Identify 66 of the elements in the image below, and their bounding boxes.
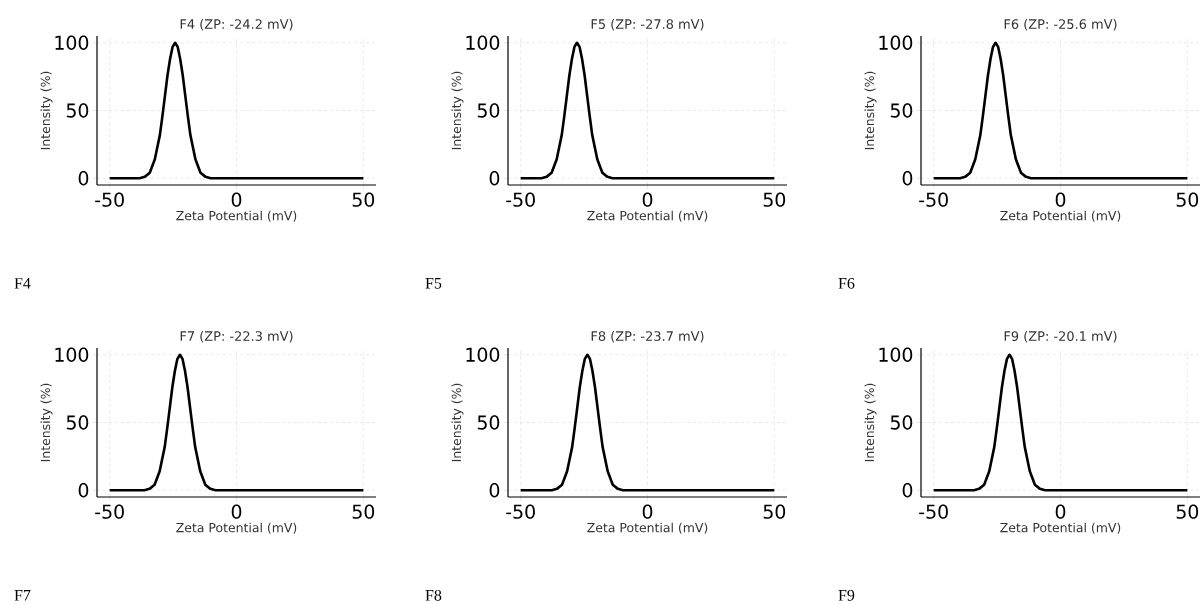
x-tick-label: 0 [231,504,242,519]
y-tick-label: 50 [890,103,913,118]
line-series [519,41,776,180]
x-tick-label: -50 [919,504,948,519]
y-axis-title: Intensity (%) [451,71,464,150]
x-tick-label: 0 [642,192,653,207]
y-tick-label: 100 [55,347,89,362]
y-tick-label: 0 [902,171,913,186]
y-tick-label: 100 [879,35,913,50]
y-tick-label: 50 [477,415,500,430]
y-tick-label: 100 [55,35,89,50]
x-tick-label: -50 [95,504,124,519]
x-tick-label: -50 [506,504,535,519]
y-tick-label: 50 [890,415,913,430]
chart-title: F9 (ZP: -20.1 mV) [1004,330,1117,343]
chart-title: F8 (ZP: -23.7 mV) [591,330,704,343]
x-tick-label: 50 [763,504,786,519]
text: F5 [425,278,442,289]
y-tick-label: 100 [466,35,500,50]
x-tick-label: 0 [642,504,653,519]
x-tick-label: 50 [1176,192,1199,207]
x-axis-title: Zeta Potential (mV) [176,522,297,534]
y-tick-label: 50 [477,103,500,118]
y-axis-title: Intensity (%) [864,71,877,150]
line-series [519,353,776,492]
chart-title: F4 (ZP: -24.2 mV) [180,18,293,31]
y-axis-title: Intensity (%) [864,383,877,462]
x-tick-label: -50 [95,192,124,207]
x-tick-label: -50 [919,192,948,207]
y-axis-title: Intensity (%) [451,383,464,462]
line-series [108,41,365,180]
x-axis-title: Zeta Potential (mV) [1000,210,1121,222]
x-axis-title: Zeta Potential (mV) [587,210,708,222]
y-tick-label: 0 [489,171,500,186]
text: F9 [838,589,855,601]
line-series [932,353,1189,492]
x-tick-label: 0 [1055,504,1066,519]
y-tick-label: 50 [66,103,89,118]
line-series [108,353,365,492]
text: F8 [425,589,442,601]
y-axis-title: Intensity (%) [40,71,53,150]
text: F4 [14,278,31,289]
x-tick-label: 50 [352,504,375,519]
text: F7 [14,590,31,601]
x-axis-title: Zeta Potential (mV) [1000,522,1121,534]
chart-title: F7 (ZP: -22.3 mV) [180,330,293,343]
y-axis-title: Intensity (%) [40,383,53,462]
x-tick-label: 50 [352,192,375,207]
x-tick-label: 0 [1055,192,1066,207]
y-tick-label: 0 [902,483,913,498]
y-tick-label: 100 [466,347,500,362]
chart-title: F6 (ZP: -25.6 mV) [1004,18,1117,31]
x-axis-title: Zeta Potential (mV) [176,210,297,222]
y-tick-label: 100 [879,347,913,362]
text: F6 [838,277,855,289]
y-tick-label: 0 [489,483,500,498]
x-tick-label: -50 [506,192,535,207]
y-tick-label: 0 [78,171,89,186]
y-tick-label: 50 [66,415,89,430]
x-tick-label: 50 [1176,504,1199,519]
x-tick-label: 0 [231,192,242,207]
line-series [932,41,1189,180]
x-tick-label: 50 [763,192,786,207]
chart-title: F5 (ZP: -27.8 mV) [591,18,704,31]
x-axis-title: Zeta Potential (mV) [587,522,708,534]
y-tick-label: 0 [78,483,89,498]
